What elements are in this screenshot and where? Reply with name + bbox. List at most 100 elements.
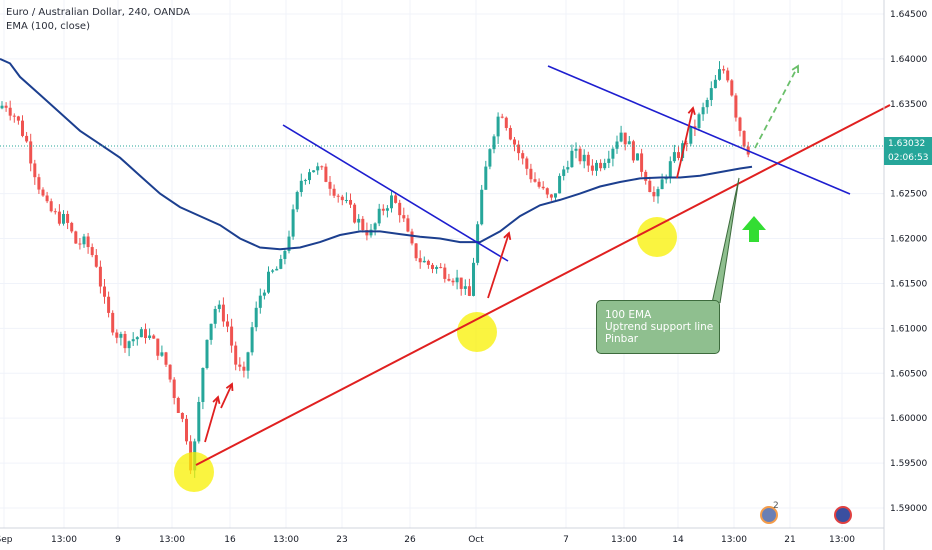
y-tick-label: 1.64500 [890,10,927,20]
candle-body [619,132,623,142]
candle-body [62,213,65,224]
candle-body [250,327,254,353]
candle-body [627,141,631,145]
y-tick-label: 1.61500 [890,279,927,289]
x-tick-label: 13:00 [829,535,855,545]
y-tick-label: 1.60000 [890,414,927,424]
candle-body [238,364,242,367]
candle-body [394,195,398,203]
candle-body [25,135,29,142]
candle-body [689,126,693,144]
candle-body [349,199,352,205]
last-price-tag: 1.63032 [884,137,932,151]
red-arrow [220,383,233,409]
candles [0,61,750,478]
candle-body [16,116,20,121]
y-tick-label: 1.64000 [890,55,927,65]
y-tick-label: 1.59000 [890,504,927,514]
candle-body [623,132,627,145]
candle-body [549,194,553,198]
candle-body [287,236,291,251]
candle-body [275,268,279,271]
candle-body [385,208,389,211]
candle-body [164,352,168,365]
candle-body [209,323,213,340]
candle-body [328,181,332,189]
candle-body [603,162,607,169]
candle-body [742,130,746,147]
symbol-title: Euro / Australian Dollar, 240, OANDA [6,7,190,18]
candle-body [496,116,500,137]
candle-body [730,80,734,96]
candle-body [377,208,381,224]
highlight-circle [174,452,214,492]
candle-body [180,412,184,419]
candle-body [41,189,45,196]
candle-body [340,196,344,201]
candle-body [156,338,160,356]
candle-body [426,260,430,265]
y-tick-label: 1.62000 [890,235,927,245]
candle-body [443,267,447,279]
earnings-icon[interactable] [760,506,778,524]
candle-body [324,166,328,182]
candle-body [533,179,537,182]
candle-body [537,181,541,187]
red-arrow [676,107,694,179]
red-arrow-head [212,395,221,405]
x-tick-label: 13:00 [159,535,185,545]
candle-body [685,143,689,145]
candle-body [246,352,250,371]
candle-body [459,277,463,289]
annotation-callout[interactable]: 100 EMA Uptrend support line Pinbar [596,300,720,354]
candle-body [344,199,348,201]
candle-body [668,161,672,178]
chart-legend: Euro / Australian Dollar, 240, OANDA EMA… [6,6,190,34]
candle-body [607,158,611,163]
candle-body [656,189,660,197]
badge-count: 2 [773,501,779,511]
y-tick-label: 1.62500 [890,190,927,200]
candle-body [435,267,439,269]
x-tick-label: 16 [224,535,236,545]
candle-body [148,335,152,339]
candle-body [590,165,594,171]
dividend-icon[interactable] [834,506,852,524]
candle-body [402,215,406,219]
candle-body [213,308,217,324]
callout-pointer [711,177,740,304]
candle-body [21,120,24,136]
candle-body [45,195,49,202]
candle-body [234,345,238,365]
candle-body [718,69,721,80]
candle-body [12,115,16,117]
candle-body [258,295,262,308]
candle-body [336,195,340,197]
y-tick-label: 1.63500 [890,100,927,110]
candle-body [660,179,664,190]
candle-body [267,271,270,293]
countdown-tag: 02:06:53 [884,151,932,165]
candle-body [115,332,119,338]
y-tick-label: 1.59500 [890,459,927,469]
candle-body [217,304,221,309]
candle-body [33,163,37,178]
candle-body [525,158,529,169]
candle-body [127,341,131,349]
candle-body [357,218,361,223]
callout-line-2: Uptrend support line [605,321,714,333]
candle-body [398,202,402,216]
candle-body [738,117,742,131]
candle-body [201,367,205,402]
red-arrow [204,396,219,443]
candle-body [611,148,615,159]
candle-body [390,195,393,209]
candle-body [410,231,414,244]
candle-body [381,208,385,211]
candle-body [197,401,201,442]
candle-body [513,139,516,145]
candle-body [82,236,86,245]
candle-body [492,136,496,150]
candle-body [414,243,418,259]
